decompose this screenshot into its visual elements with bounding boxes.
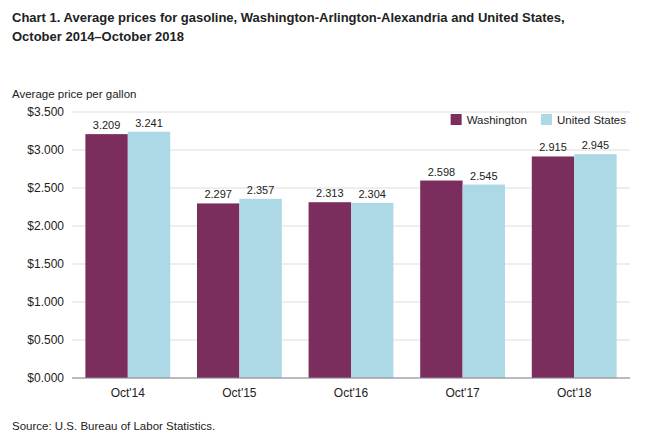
legend-label: United States bbox=[557, 114, 626, 126]
y-tick-label: $3.500 bbox=[27, 105, 64, 119]
x-tick-label: Oct'18 bbox=[557, 386, 592, 400]
x-tick-label: Oct'16 bbox=[334, 386, 369, 400]
legend-swatch bbox=[451, 114, 462, 125]
x-tick-label: Oct'15 bbox=[222, 386, 257, 400]
data-label: 2.945 bbox=[582, 139, 610, 151]
bars bbox=[85, 132, 616, 378]
bar bbox=[463, 185, 505, 378]
data-label: 2.297 bbox=[204, 188, 232, 200]
y-tick-label: $0.000 bbox=[27, 371, 64, 385]
subtitle: October 2014–October 2018 bbox=[12, 29, 184, 44]
data-label: 2.357 bbox=[247, 184, 275, 196]
bar bbox=[197, 203, 239, 378]
y-tick-label: $1.000 bbox=[27, 295, 64, 309]
legend-label: Washington bbox=[467, 114, 527, 126]
data-label: 2.304 bbox=[358, 188, 386, 200]
data-label: 2.598 bbox=[428, 166, 456, 178]
bar bbox=[420, 181, 462, 378]
bar bbox=[85, 134, 127, 378]
y-axis-label: Average price per gallon bbox=[12, 88, 136, 100]
bar bbox=[239, 199, 281, 378]
y-tick-label: $2.000 bbox=[27, 219, 64, 233]
legend-swatch bbox=[541, 114, 552, 125]
data-label: 3.241 bbox=[135, 117, 163, 129]
grid bbox=[72, 112, 630, 378]
data-labels: 3.209 3.241 2.297 2.357 2.313 2.304 2.598 2.545… bbox=[93, 117, 609, 201]
data-label: 2.313 bbox=[316, 187, 344, 199]
grid-line bbox=[72, 112, 630, 113]
y-tick-label: $2.500 bbox=[27, 181, 64, 195]
bar bbox=[309, 202, 351, 378]
source-note: Source: U.S. Bureau of Labor Statistics. bbox=[12, 420, 215, 432]
bar bbox=[351, 203, 393, 378]
data-label: 2.545 bbox=[470, 170, 498, 182]
data-label: 3.209 bbox=[93, 119, 121, 131]
data-label: 2.915 bbox=[539, 141, 567, 153]
x-axis-line bbox=[72, 378, 630, 379]
y-tick-label: $1.500 bbox=[27, 257, 64, 271]
bar bbox=[532, 156, 574, 378]
legend: Washington United States bbox=[451, 114, 627, 126]
x-tick-label: Oct'17 bbox=[445, 386, 480, 400]
x-tick-label: Oct'14 bbox=[111, 386, 146, 400]
y-tick-label: $3.000 bbox=[27, 143, 64, 157]
title: Chart 1. Average prices for gasoline, Wa… bbox=[12, 10, 565, 25]
bar bbox=[574, 154, 616, 378]
chart: Chart 1. Average prices for gasoline, Wa… bbox=[0, 0, 650, 438]
grid-line bbox=[72, 378, 630, 379]
bar bbox=[128, 132, 170, 378]
y-tick-label: $0.500 bbox=[27, 333, 64, 347]
